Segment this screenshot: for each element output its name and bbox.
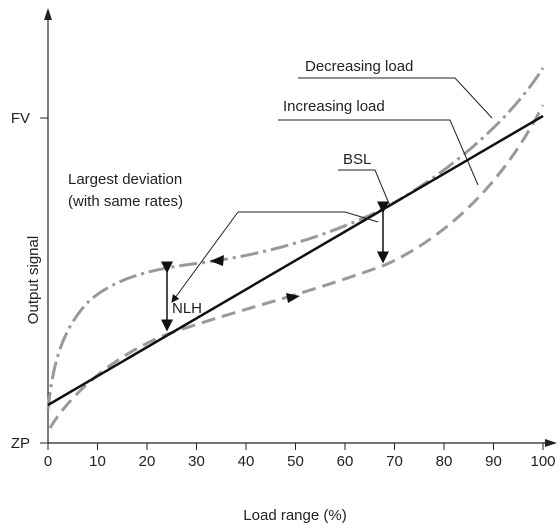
y-arrow (44, 8, 52, 20)
x-tick-label: 70 (386, 453, 403, 470)
x-arrow (545, 439, 557, 447)
x-tick-label: 50 (287, 453, 304, 470)
x-tick-label: 30 (188, 453, 205, 470)
x-tick-label: 10 (89, 453, 106, 470)
x-axis-label: Load range (%) (243, 507, 346, 524)
leader (278, 119, 479, 186)
label: Decreasing load (305, 58, 413, 75)
direction-arrow (286, 293, 300, 303)
bsl-line (47, 114, 544, 407)
direction-arrow (210, 255, 224, 266)
label: (with same rates) (68, 193, 183, 210)
leader (338, 169, 391, 207)
decreasing-curve (46, 67, 545, 411)
y-axis-label: Output signal (25, 236, 42, 324)
label: Largest deviation (68, 171, 182, 188)
x-tick-label: 20 (139, 453, 156, 470)
x-tick-label: 40 (238, 453, 255, 470)
increasing-curve (48, 104, 545, 429)
label: BSL (343, 151, 371, 168)
leader (238, 211, 379, 223)
y-tick-label: ZP (11, 435, 30, 452)
x-ticks: 0 10 20 30 40 50 60 70 80 90 100 (44, 443, 556, 470)
x-tick-label: 90 (485, 453, 502, 470)
x-tick-label: 100 (530, 453, 555, 470)
x-tick-label: 60 (337, 453, 354, 470)
leader (298, 77, 493, 119)
y-tick-label: FV (11, 110, 30, 127)
label: NLH (172, 300, 202, 317)
x-tick-label: 80 (436, 453, 453, 470)
label: Increasing load (283, 98, 385, 115)
leader (171, 211, 239, 303)
x-tick-label: 0 (44, 453, 52, 470)
